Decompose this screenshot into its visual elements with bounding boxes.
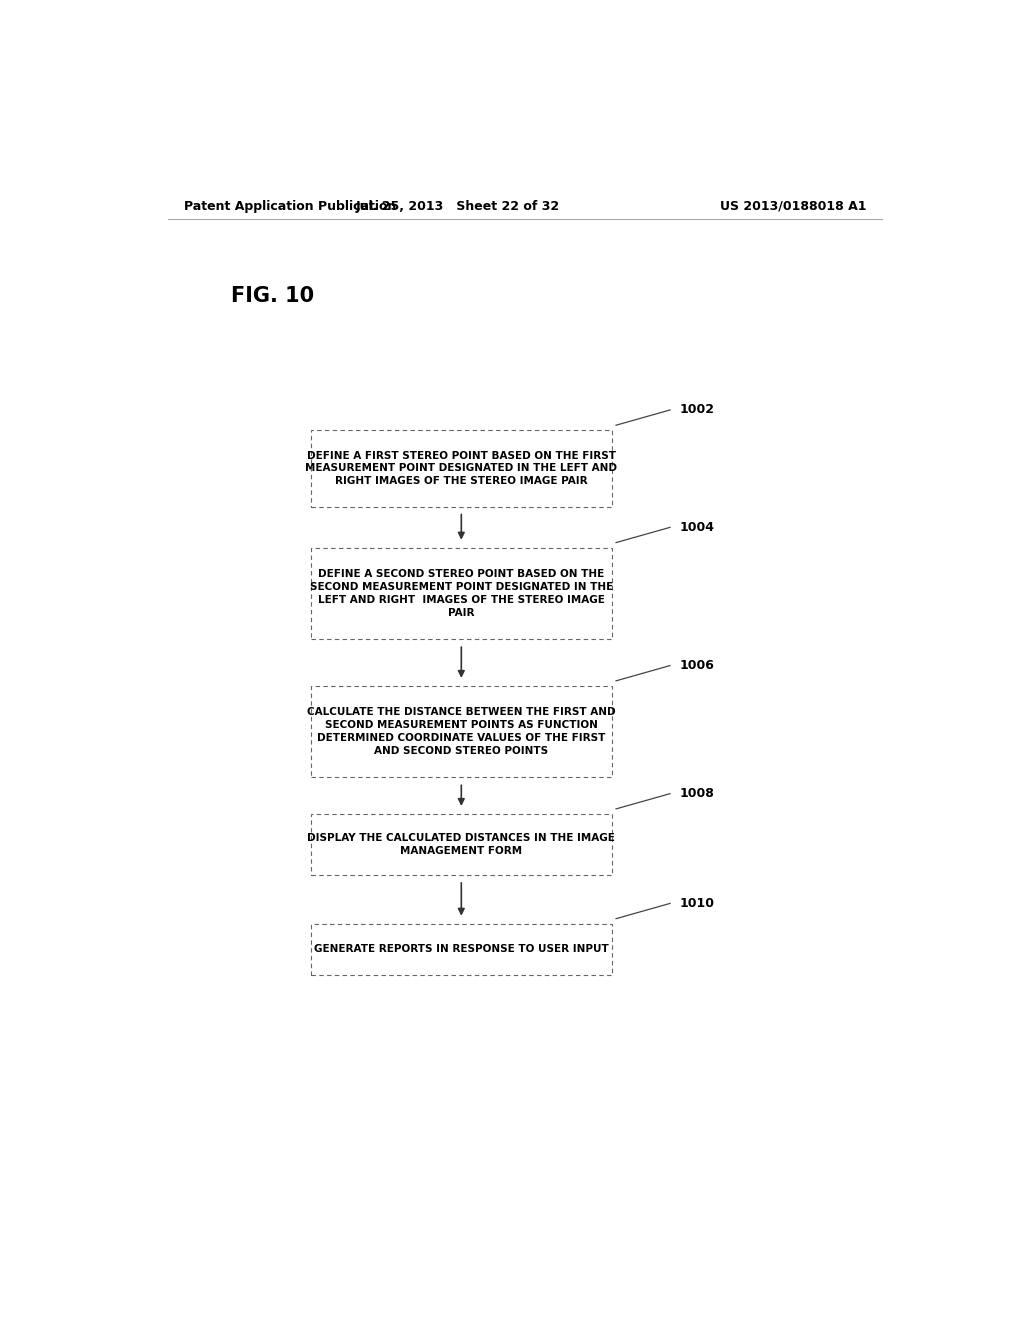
Text: DISPLAY THE CALCULATED DISTANCES IN THE IMAGE
MANAGEMENT FORM: DISPLAY THE CALCULATED DISTANCES IN THE …	[307, 833, 615, 855]
FancyBboxPatch shape	[310, 430, 612, 507]
Text: 1002: 1002	[680, 404, 715, 416]
Text: 1008: 1008	[680, 787, 715, 800]
FancyBboxPatch shape	[310, 814, 612, 875]
Text: 1006: 1006	[680, 659, 715, 672]
FancyBboxPatch shape	[310, 924, 612, 974]
Text: CALCULATE THE DISTANCE BETWEEN THE FIRST AND
SECOND MEASUREMENT POINTS AS FUNCTI: CALCULATE THE DISTANCE BETWEEN THE FIRST…	[307, 708, 615, 756]
Text: DEFINE A SECOND STEREO POINT BASED ON THE
SECOND MEASUREMENT POINT DESIGNATED IN: DEFINE A SECOND STEREO POINT BASED ON TH…	[309, 569, 613, 618]
Text: Jul. 25, 2013   Sheet 22 of 32: Jul. 25, 2013 Sheet 22 of 32	[355, 199, 559, 213]
FancyBboxPatch shape	[310, 548, 612, 639]
Text: GENERATE REPORTS IN RESPONSE TO USER INPUT: GENERATE REPORTS IN RESPONSE TO USER INP…	[314, 944, 608, 954]
Text: Patent Application Publication: Patent Application Publication	[183, 199, 396, 213]
Text: 1010: 1010	[680, 896, 715, 909]
Text: DEFINE A FIRST STEREO POINT BASED ON THE FIRST
MEASUREMENT POINT DESIGNATED IN T: DEFINE A FIRST STEREO POINT BASED ON THE…	[305, 450, 617, 486]
Text: US 2013/0188018 A1: US 2013/0188018 A1	[720, 199, 866, 213]
FancyBboxPatch shape	[310, 686, 612, 777]
Text: 1004: 1004	[680, 521, 715, 533]
Text: FIG. 10: FIG. 10	[231, 285, 314, 306]
